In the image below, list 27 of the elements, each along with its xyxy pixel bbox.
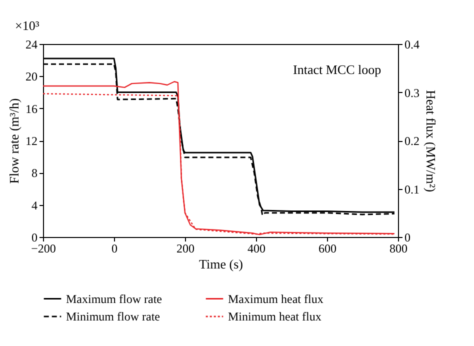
x-tick-label: 0: [112, 242, 118, 256]
x-tick-label: 400: [248, 242, 266, 256]
y-tick-label: 4: [32, 198, 38, 212]
legend-label: Maximum heat flux: [228, 292, 324, 306]
y2-tick-label: 0.4: [404, 38, 420, 52]
x-tick-label: 200: [176, 242, 194, 256]
legend-label: Maximum flow rate: [66, 292, 162, 306]
y2-tick-label: 0.1: [404, 182, 420, 196]
y-tick-label: 8: [32, 166, 38, 180]
y2-tick-label: 0: [404, 230, 410, 244]
text: ×10³: [15, 18, 40, 33]
y-tick-label: 24: [26, 38, 38, 52]
x-axis-title: Time (s): [199, 256, 243, 272]
y2-tick-label: 0.2: [404, 134, 420, 148]
y-tick-label: 16: [26, 102, 38, 116]
y-tick-label: 20: [26, 70, 38, 84]
x-tick-label: 600: [318, 242, 336, 256]
y-tick-label: 0: [32, 230, 38, 244]
x-tick-label: −200: [31, 242, 56, 256]
annotation: Intact MCC loop: [293, 62, 382, 77]
y-tick-label: 12: [26, 134, 38, 148]
y2-axis-title: Heat flux (MW/m²): [424, 90, 438, 192]
legend-label: Minimum flow rate: [66, 310, 160, 324]
y2-tick-label: 0.3: [404, 86, 420, 100]
x-tick-label: 800: [390, 242, 408, 256]
legend-label: Minimum heat flux: [228, 310, 322, 324]
y-axis-title: Flow rate (m³/h): [6, 98, 22, 184]
